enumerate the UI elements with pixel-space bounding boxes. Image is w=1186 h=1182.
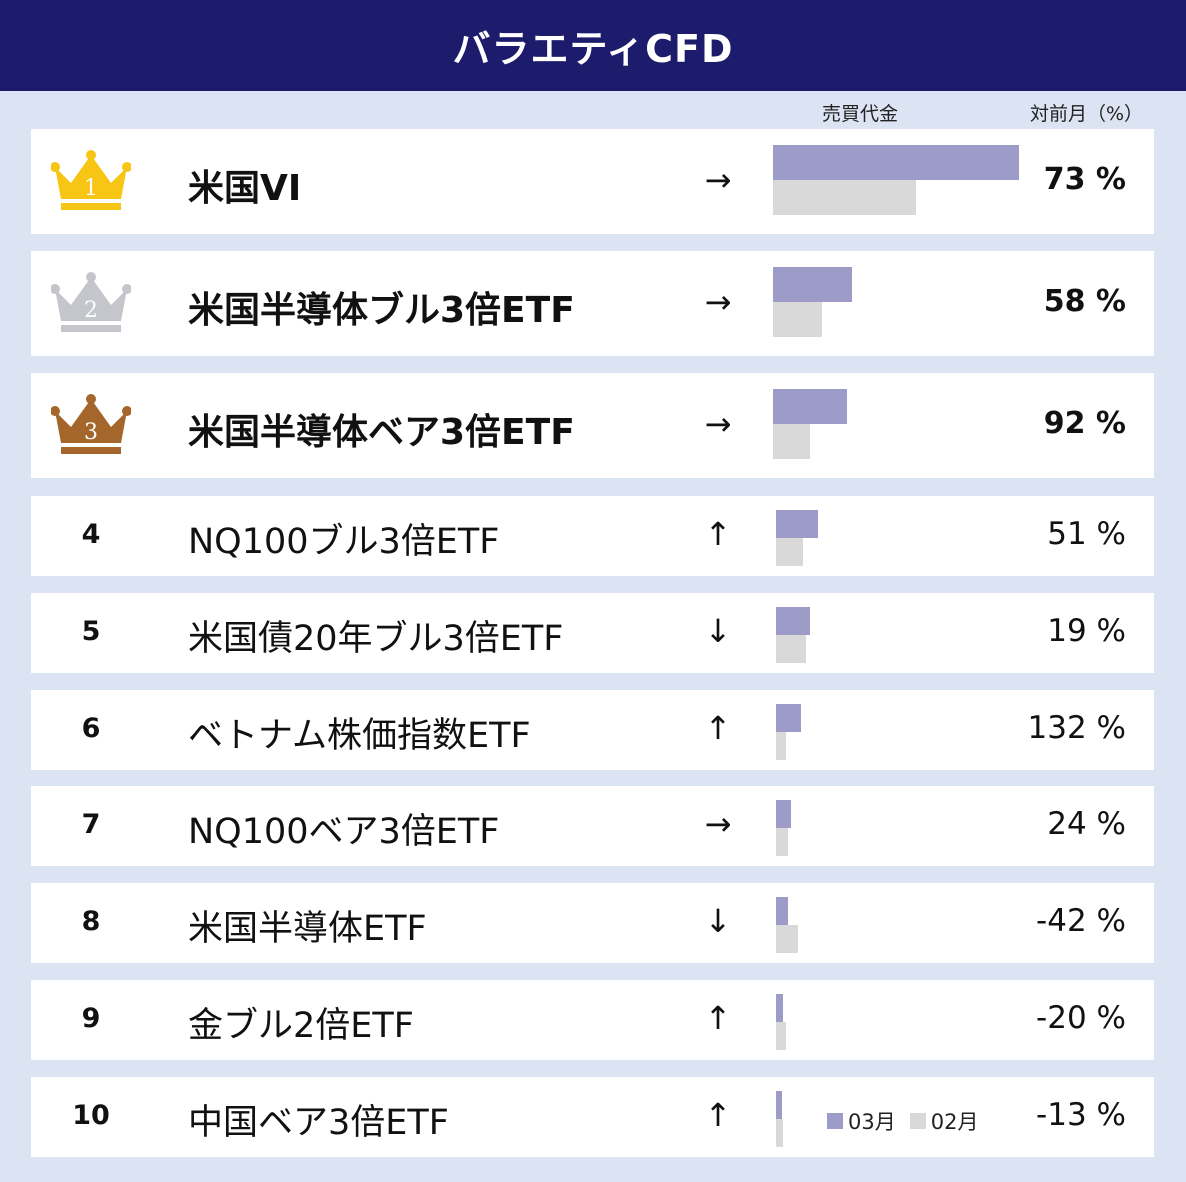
legend: 03月 02月 xyxy=(827,1106,992,1136)
product-name: NQ100ベア3倍ETF xyxy=(188,812,500,852)
product-name: 米国半導体ベア3倍ETF xyxy=(188,411,575,453)
bar-mar xyxy=(776,704,801,732)
rank-number: 9 xyxy=(81,1003,101,1034)
ranking-row: 10 中国ベア3倍ETF ↑ -13 % xyxy=(31,1077,1154,1157)
rank-number: 4 xyxy=(81,519,101,550)
trend-arrow: → xyxy=(704,805,732,843)
month-over-month-percent: 24 % xyxy=(1047,806,1126,842)
trend-arrow: → xyxy=(704,282,732,321)
trend-arrow: ↑ xyxy=(704,709,732,747)
ranking-row: 2 米国半導体ブル3倍ETF → 58 % xyxy=(31,251,1154,356)
rank-number: 8 xyxy=(81,906,101,937)
trend-arrow: → xyxy=(704,160,732,199)
trend-arrow: ↓ xyxy=(704,902,732,940)
silver-crown-icon: 2 xyxy=(50,271,132,341)
rank-number: 10 xyxy=(72,1100,110,1131)
bar-mar xyxy=(773,145,1019,180)
ranking-row: 4 NQ100ブル3倍ETF ↑ 51 % xyxy=(31,496,1154,576)
legend-item-mar: 03月 xyxy=(827,1106,896,1136)
ranking-row: 1 米国VI → 73 % xyxy=(31,129,1154,234)
column-label-month-over-month: 対前月（%） xyxy=(1030,103,1144,125)
bar-feb xyxy=(776,925,798,953)
bronze-crown-icon: 3 xyxy=(50,393,132,463)
product-name: 金ブル2倍ETF xyxy=(188,1006,414,1046)
trend-arrow: ↑ xyxy=(704,999,732,1037)
bar-feb xyxy=(773,302,822,337)
bar-mar xyxy=(776,607,810,635)
svg-text:3: 3 xyxy=(84,420,98,445)
product-name: 米国VI xyxy=(188,167,302,209)
bar-feb xyxy=(776,732,786,760)
ranking-row: 5 米国債20年ブル3倍ETF ↓ 19 % xyxy=(31,593,1154,673)
svg-text:1: 1 xyxy=(84,176,98,201)
ranking-row: 3 米国半導体ベア3倍ETF → 92 % xyxy=(31,373,1154,478)
ranking-row: 6 ベトナム株価指数ETF ↑ 132 % xyxy=(31,690,1154,770)
bar-feb xyxy=(773,180,916,215)
ranking-row: 7 NQ100ベア3倍ETF → 24 % xyxy=(31,786,1154,866)
trend-arrow: ↓ xyxy=(704,612,732,650)
bar-feb xyxy=(776,538,803,566)
product-name: ベトナム株価指数ETF xyxy=(188,716,531,756)
month-over-month-percent: 19 % xyxy=(1047,613,1126,649)
trend-arrow: → xyxy=(704,404,732,443)
column-label-volume: 売買代金 xyxy=(822,103,899,125)
page-title: バラエティCFD xyxy=(452,27,734,71)
bar-mar xyxy=(776,897,788,925)
legend-item-feb: 02月 xyxy=(909,1106,979,1136)
bar-mar xyxy=(776,994,783,1022)
product-name: 米国半導体ETF xyxy=(188,909,427,949)
rank-number: 6 xyxy=(81,713,101,744)
trend-arrow: ↑ xyxy=(704,515,732,553)
bar-mar xyxy=(776,1091,782,1119)
header-banner: バラエティCFD xyxy=(0,0,1186,91)
svg-text:2: 2 xyxy=(84,298,98,323)
month-over-month-percent: -13 % xyxy=(1036,1097,1126,1133)
legend-swatch-mar xyxy=(827,1113,843,1129)
legend-label-mar: 03月 xyxy=(848,1110,896,1134)
product-name: 米国債20年ブル3倍ETF xyxy=(188,619,564,659)
rank-number: 5 xyxy=(81,616,101,647)
month-over-month-percent: 73 % xyxy=(1043,161,1126,197)
bar-mar xyxy=(773,267,852,302)
rank-number: 7 xyxy=(81,809,101,840)
month-over-month-percent: -20 % xyxy=(1036,1000,1126,1036)
legend-swatch-feb xyxy=(909,1113,926,1129)
product-name: 中国ベア3倍ETF xyxy=(188,1103,449,1143)
bar-feb xyxy=(776,1119,783,1147)
bar-feb xyxy=(776,828,788,856)
month-over-month-percent: 51 % xyxy=(1047,516,1126,552)
gold-crown-icon: 1 xyxy=(50,149,132,219)
ranking-row: 8 米国半導体ETF ↓ -42 % xyxy=(31,883,1154,963)
bar-mar xyxy=(776,510,818,538)
ranking-row: 9 金ブル2倍ETF ↑ -20 % xyxy=(31,980,1154,1060)
bar-mar xyxy=(773,389,847,424)
bar-feb xyxy=(776,635,806,663)
bar-feb xyxy=(776,1022,786,1050)
bar-feb xyxy=(773,424,810,459)
month-over-month-percent: 92 % xyxy=(1043,405,1126,441)
month-over-month-percent: -42 % xyxy=(1036,903,1126,939)
trend-arrow: ↑ xyxy=(704,1096,732,1134)
month-over-month-percent: 58 % xyxy=(1043,283,1126,319)
product-name: 米国半導体ブル3倍ETF xyxy=(188,289,575,331)
bar-mar xyxy=(776,800,791,828)
legend-label-feb: 02月 xyxy=(930,1110,979,1134)
product-name: NQ100ブル3倍ETF xyxy=(188,522,500,562)
month-over-month-percent: 132 % xyxy=(1027,710,1126,746)
